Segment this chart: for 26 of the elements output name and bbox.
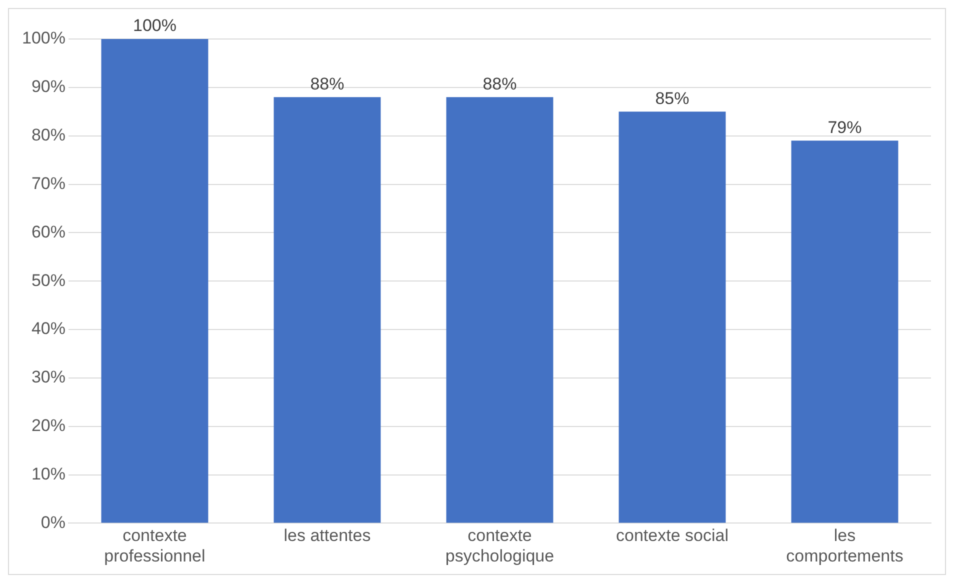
y-tick-label: 60%: [31, 222, 66, 242]
y-tick-label: 10%: [31, 464, 66, 484]
data-label: 88%: [482, 74, 517, 94]
data-label: 100%: [132, 16, 176, 36]
bar: [618, 112, 726, 523]
y-tick-label: 20%: [31, 416, 66, 436]
data-label: 79%: [828, 118, 862, 137]
bar: [101, 39, 208, 523]
y-tick-label: 30%: [31, 368, 66, 387]
y-tick-label: 100%: [22, 28, 66, 48]
y-tick-label: 50%: [31, 270, 66, 290]
data-label: 85%: [655, 88, 690, 108]
x-tick-label: les comportements: [786, 526, 904, 566]
y-tick-label: 90%: [31, 77, 66, 96]
x-tick-label: contexte professionnel: [104, 526, 206, 566]
y-tick-label: 70%: [31, 174, 66, 193]
x-tick-label: contexte psychologique: [445, 526, 554, 566]
bar: [274, 97, 381, 523]
y-tick-label: 40%: [31, 319, 66, 338]
y-tick-label: 0%: [40, 512, 66, 532]
bar: [446, 97, 554, 523]
x-tick-label: les attentes: [284, 526, 371, 546]
data-label: 88%: [310, 74, 344, 94]
x-tick-label: contexte social: [616, 526, 728, 546]
bar: [791, 140, 898, 523]
y-tick-label: 80%: [31, 126, 66, 145]
